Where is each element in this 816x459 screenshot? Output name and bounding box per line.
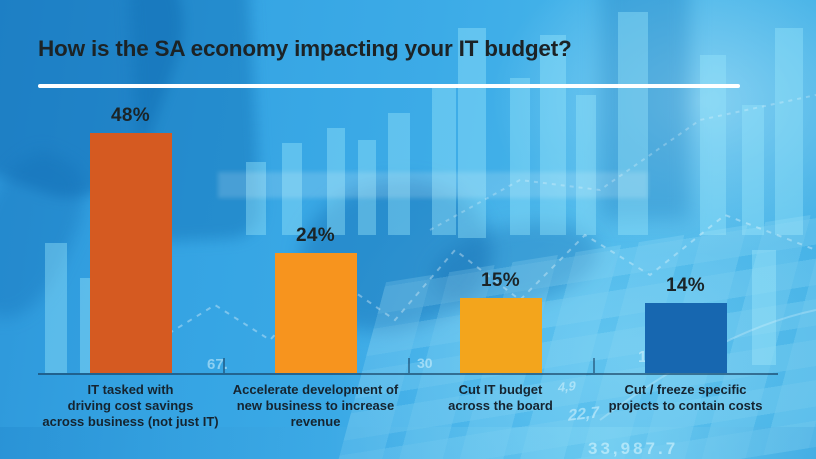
- background-chart-bar: [540, 35, 566, 235]
- background-chart-bar: [618, 12, 648, 235]
- background-chart-bar: [246, 162, 266, 235]
- category-label: Cut / freeze specific projects to contai…: [608, 382, 763, 413]
- background-calculator-edge: [0, 427, 816, 459]
- background-chart-bar: [510, 78, 530, 235]
- axis-tick: [593, 358, 595, 373]
- bar-column-2: 24%: [223, 225, 408, 373]
- bar-value-label: 48%: [111, 105, 150, 126]
- page-title: How is the SA economy impacting your IT …: [38, 36, 572, 61]
- background-chart-bar: [752, 250, 776, 365]
- bar-chart: 48% 24% 15% 14%: [38, 0, 778, 375]
- bar-1: [89, 133, 172, 373]
- category-label: Accelerate development of new business t…: [232, 382, 399, 429]
- background-chart-bar: [282, 143, 302, 235]
- bar-column-1: 48%: [38, 105, 223, 373]
- background-number: 30: [417, 355, 433, 371]
- title-underline: [38, 84, 740, 88]
- background-chart-bar: [458, 28, 486, 238]
- bar-value-label: 15%: [481, 270, 520, 291]
- background-chart-bar: [775, 28, 803, 235]
- background-light-band: [218, 172, 648, 198]
- bar-column-3: 15%: [408, 270, 593, 373]
- bar-column-4: 14%: [593, 275, 778, 373]
- axis-tick: [408, 358, 410, 373]
- category-label: IT tasked with driving cost savings acro…: [42, 382, 219, 429]
- bar-2: [274, 253, 357, 373]
- background-chart-bar: [432, 88, 456, 235]
- axis-tick: [223, 358, 225, 373]
- background-calculator-display-number: 33,987.7: [588, 439, 679, 458]
- background-chart-bar: [388, 113, 410, 235]
- bar-4: [644, 303, 727, 373]
- background-dark-shape: [600, 0, 690, 220]
- category-labels-row: IT tasked with driving cost savings acro…: [38, 382, 778, 430]
- background-number: 67.: [207, 356, 228, 373]
- bar-value-label: 24%: [296, 225, 335, 246]
- category-label: Cut IT budget across the board: [448, 382, 553, 413]
- background-chart-bar: [742, 105, 764, 235]
- background-chart-bar: [576, 95, 596, 235]
- background-chart-bar: [358, 140, 376, 235]
- bar-3: [459, 298, 542, 373]
- background-chart-bar: [327, 128, 345, 235]
- bar-value-label: 14%: [666, 275, 705, 296]
- background-chart-bar: [45, 243, 67, 373]
